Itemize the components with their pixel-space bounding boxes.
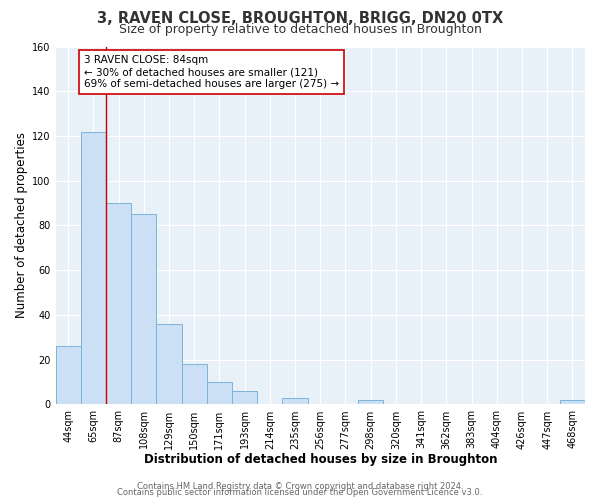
Bar [207, 382, 232, 404]
Bar [56, 346, 81, 405]
Bar [81, 132, 106, 404]
X-axis label: Distribution of detached houses by size in Broughton: Distribution of detached houses by size … [143, 453, 497, 466]
Text: Size of property relative to detached houses in Broughton: Size of property relative to detached ho… [119, 22, 481, 36]
Bar [106, 203, 131, 404]
Text: Contains public sector information licensed under the Open Government Licence v3: Contains public sector information licen… [118, 488, 482, 497]
Bar [131, 214, 157, 404]
Bar [560, 400, 585, 404]
Bar [157, 324, 182, 404]
Bar [182, 364, 207, 405]
Bar [283, 398, 308, 404]
Bar [358, 400, 383, 404]
Y-axis label: Number of detached properties: Number of detached properties [15, 132, 28, 318]
Bar [232, 391, 257, 404]
Text: 3, RAVEN CLOSE, BROUGHTON, BRIGG, DN20 0TX: 3, RAVEN CLOSE, BROUGHTON, BRIGG, DN20 0… [97, 11, 503, 26]
Text: Contains HM Land Registry data © Crown copyright and database right 2024.: Contains HM Land Registry data © Crown c… [137, 482, 463, 491]
Text: 3 RAVEN CLOSE: 84sqm
← 30% of detached houses are smaller (121)
69% of semi-deta: 3 RAVEN CLOSE: 84sqm ← 30% of detached h… [84, 56, 339, 88]
